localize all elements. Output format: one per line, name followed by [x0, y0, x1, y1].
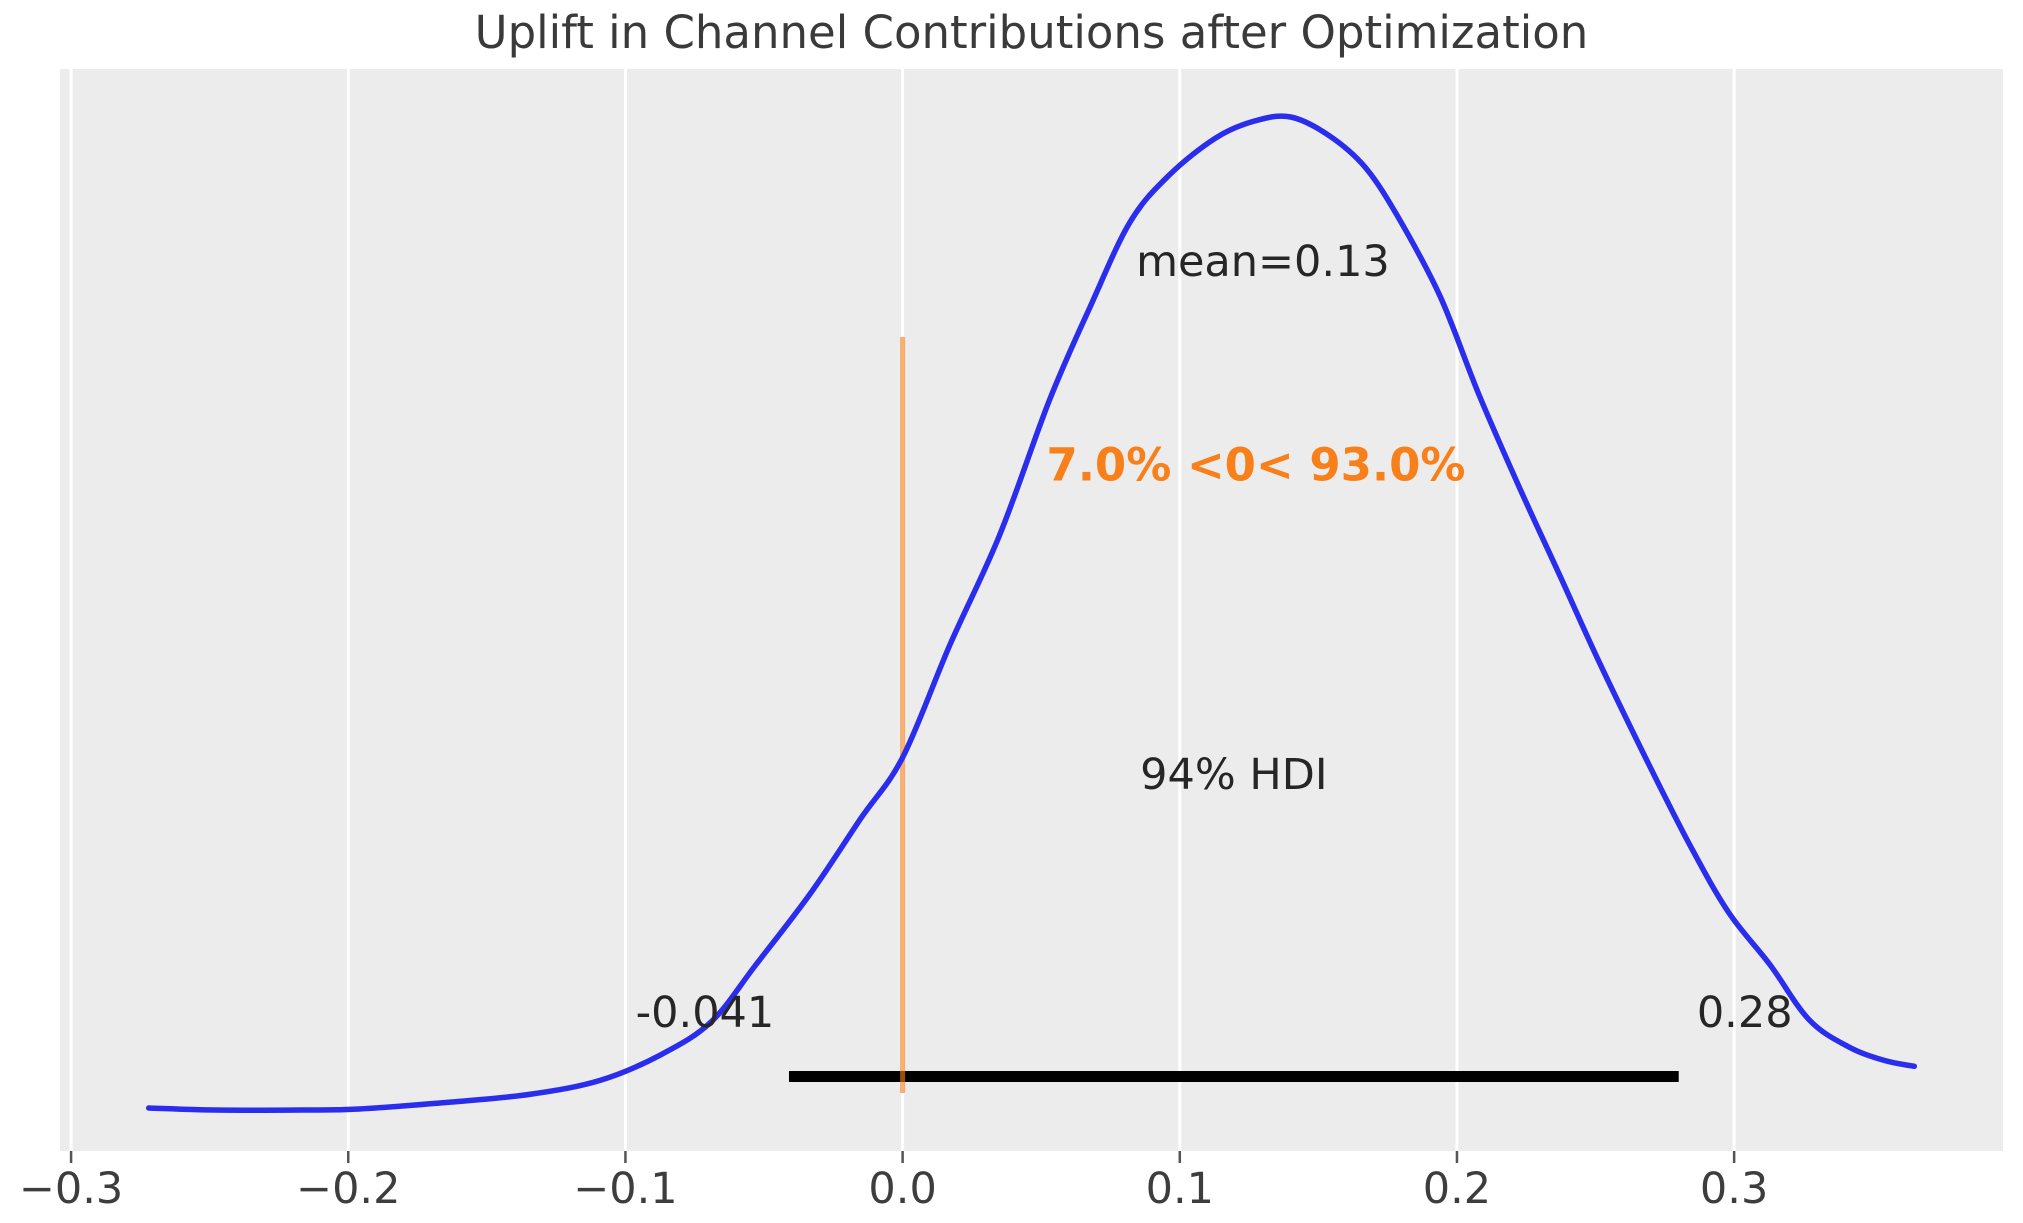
hdi-annotation: 94% HDI — [1140, 750, 1328, 800]
kde-curve — [145, 113, 1918, 1113]
x-tick-label: −0.1 — [573, 1164, 678, 1214]
chart-title: Uplift in Channel Contributions after Op… — [474, 6, 1589, 59]
ref-value-annotation: 7.0% <0< 93.0% — [1046, 438, 1466, 492]
x-tick-label: 0.3 — [1699, 1164, 1769, 1214]
x-tick-label: −0.2 — [296, 1164, 401, 1214]
hdi-lower-value: -0.041 — [635, 988, 775, 1038]
hdi-upper-value: 0.28 — [1696, 988, 1793, 1038]
x-tick-label: −0.3 — [18, 1164, 124, 1214]
x-tick-label: 0.1 — [1145, 1164, 1214, 1214]
plot-panel-background — [60, 69, 2003, 1151]
x-tick-label: 0.0 — [868, 1164, 937, 1214]
x-tick-label: 0.2 — [1422, 1164, 1492, 1214]
mean-annotation: mean=0.13 — [1136, 237, 1390, 287]
